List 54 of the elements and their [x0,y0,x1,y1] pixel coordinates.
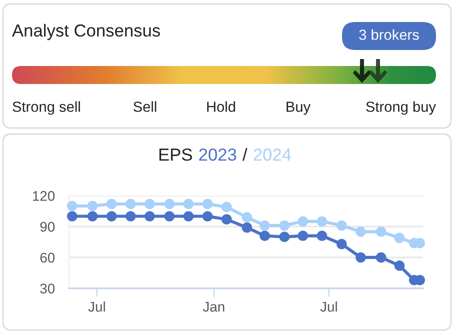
category-label: Strong sell [12,101,80,115]
text: 2024 [254,148,291,161]
category-label: Strong buy [366,101,436,115]
point [106,211,117,222]
x-tick-label: Jan [202,302,224,312]
point [66,211,78,222]
y-tick-label: 60 [40,252,55,263]
point [242,222,252,233]
point [221,202,232,212]
point [260,220,270,231]
point [336,238,347,250]
point [164,211,175,222]
point [356,252,366,263]
point [394,232,405,244]
y-tick-label: 30 [40,284,55,294]
text: / [242,148,248,161]
point [87,200,98,212]
point [394,260,405,271]
point [125,211,136,222]
point [66,200,78,212]
point [144,211,155,222]
point [376,226,386,237]
point [183,211,194,222]
category-label: Sell [134,101,156,112]
x-tick-label: Jul [88,301,105,312]
text: Analyst Consensus [12,24,160,40]
x-tick-label: Jul [320,301,337,312]
point [125,198,136,210]
y-tick-label: 120 [33,191,55,201]
point [242,212,252,223]
point [356,226,366,237]
y-tick-label: 90 [40,222,55,232]
chart-title: EPS [159,148,192,161]
point [183,198,194,210]
point [316,216,328,227]
point [221,214,232,225]
text: 3 brokers [359,29,419,40]
category-label: Buy [286,102,311,115]
point [87,211,98,222]
point [202,211,213,222]
point [279,232,290,242]
text: 2023 [199,148,236,161]
point [106,198,117,210]
point [144,198,155,210]
point [316,230,328,242]
point [298,230,308,242]
point [279,220,290,231]
point [376,252,386,263]
point [298,216,308,227]
category-label: Hold [207,101,236,112]
point [164,198,175,210]
point [336,220,347,231]
point [260,230,270,242]
point [202,198,213,210]
